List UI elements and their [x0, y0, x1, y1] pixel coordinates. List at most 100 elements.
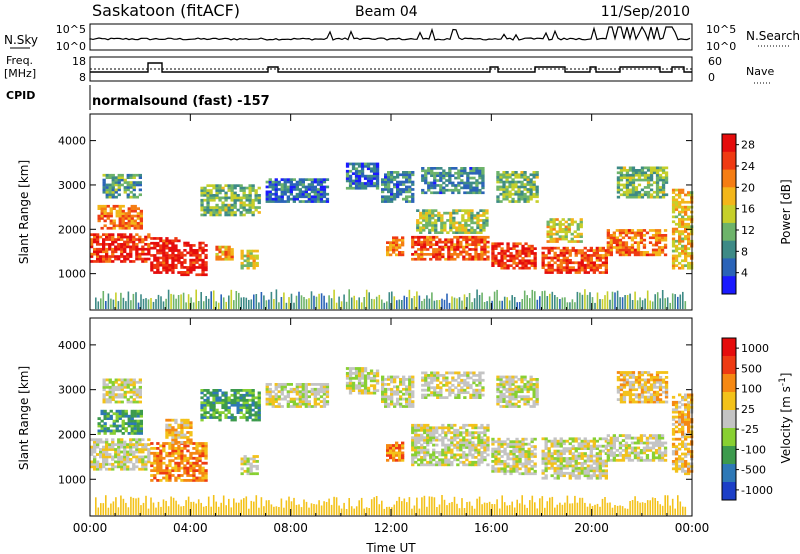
- power-cell: [189, 268, 193, 272]
- power-cell: [252, 257, 256, 260]
- power-cell: [532, 185, 536, 189]
- power-cell: [198, 241, 202, 245]
- velocity-cell: [466, 371, 470, 375]
- power-cell: [162, 254, 166, 257]
- power-cell: [541, 263, 545, 267]
- power-cell: [249, 257, 253, 260]
- velocity-cell: [430, 381, 434, 385]
- power-cell: [658, 186, 663, 189]
- power-cell: [411, 238, 415, 242]
- power-cell: [621, 253, 626, 257]
- power-cell: [618, 253, 623, 257]
- velocity-cell: [156, 466, 160, 470]
- power-cell: [147, 243, 151, 246]
- velocity-cell: [472, 396, 476, 399]
- power-cell: [390, 171, 394, 174]
- velocity-cell: [429, 453, 433, 457]
- power-cell: [439, 174, 443, 177]
- power-cell: [360, 174, 365, 178]
- velocity-cell: [401, 446, 405, 450]
- power-cell: [505, 178, 509, 181]
- power-cell: [621, 236, 626, 240]
- velocity-cell: [105, 453, 109, 456]
- power-near-range-cell: [165, 298, 167, 310]
- velocity-cell: [515, 469, 519, 473]
- velocity-cell: [301, 385, 305, 389]
- power-cell: [442, 169, 446, 173]
- power-cell: [567, 218, 571, 221]
- power-cell: [434, 231, 438, 234]
- power-cell: [351, 165, 356, 168]
- power-cell: [301, 185, 305, 189]
- power-cell: [319, 192, 324, 196]
- velocity-cell: [159, 469, 163, 472]
- power-cell: [687, 264, 691, 267]
- power-cell: [156, 266, 160, 269]
- velocity-cell: [399, 378, 403, 381]
- power-cell: [117, 245, 121, 249]
- power-cell: [416, 209, 420, 212]
- power-cell: [494, 244, 498, 248]
- power-cell: [265, 180, 269, 184]
- power-cell: [313, 190, 317, 194]
- power-cell: [192, 253, 196, 257]
- power-cell: [491, 259, 495, 263]
- power-cell: [111, 240, 115, 244]
- velocity-cell: [227, 396, 231, 400]
- velocity-cell: [283, 385, 287, 389]
- velocity-cell: [533, 447, 537, 451]
- velocity-cell: [203, 411, 207, 414]
- velocity-cell: [165, 454, 169, 458]
- velocity-cell: [450, 453, 454, 457]
- velocity-cell: [447, 458, 451, 462]
- power-cell: [286, 197, 290, 201]
- power-cell: [123, 181, 127, 184]
- power-cell: [360, 182, 365, 185]
- velocity-cell: [195, 476, 199, 480]
- power-cell: [215, 211, 219, 214]
- velocity-cell: [500, 450, 504, 453]
- velocity-cell: [168, 451, 172, 455]
- power-cell: [124, 226, 128, 230]
- velocity-cell: [198, 469, 202, 472]
- power-cell: [203, 213, 207, 217]
- velocity-cell: [295, 383, 299, 386]
- velocity-cell: [180, 433, 184, 437]
- velocity-cell: [117, 440, 121, 444]
- power-cell: [646, 169, 651, 172]
- velocity-cell: [399, 390, 403, 394]
- velocity-cell: [177, 474, 181, 477]
- velocity-cell: [396, 397, 400, 401]
- velocity-cell: [442, 378, 446, 382]
- power-cell: [482, 221, 486, 225]
- power-cell: [129, 190, 133, 194]
- power-cell: [393, 195, 397, 199]
- power-cell: [463, 167, 467, 170]
- power-near-range-cell: [574, 302, 576, 310]
- velocity-cell: [459, 441, 463, 444]
- power-cell: [411, 173, 415, 177]
- power-cell: [655, 190, 660, 194]
- power-cell: [674, 193, 679, 197]
- velocity-cell: [174, 447, 178, 450]
- power-cell: [481, 169, 485, 173]
- power-cell: [684, 225, 688, 228]
- power-cell: [245, 194, 249, 197]
- power-cell: [307, 183, 311, 186]
- power-cell: [514, 175, 518, 179]
- power-cell: [678, 205, 682, 209]
- power-cell: [437, 216, 441, 220]
- velocity-cell: [121, 419, 125, 423]
- velocity-cell: [424, 376, 428, 380]
- velocity-cell: [424, 371, 428, 375]
- velocity-cell: [243, 455, 247, 458]
- power-cell: [640, 171, 645, 175]
- velocity-cell: [417, 441, 421, 444]
- velocity-cell: [420, 426, 424, 430]
- power-cell: [571, 261, 575, 265]
- power-cell: [494, 259, 498, 263]
- power-cell: [678, 252, 682, 255]
- power-cell: [159, 237, 163, 240]
- power-cell: [138, 252, 142, 256]
- power-cell: [533, 254, 537, 258]
